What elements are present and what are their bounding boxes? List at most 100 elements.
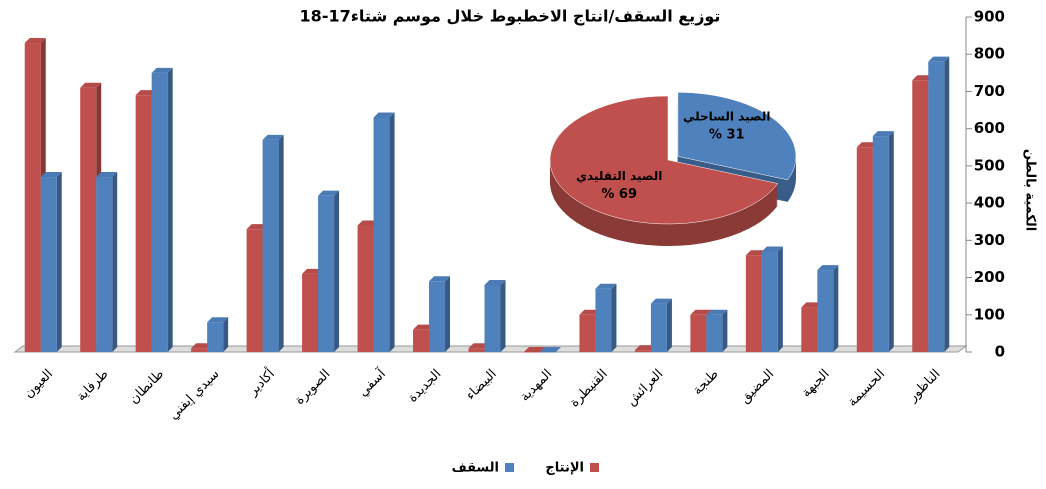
x-tick-label: آسفي [354, 364, 390, 400]
x-tick-label: سيدي إيفني [166, 367, 222, 423]
bar-side [112, 172, 118, 352]
bar [262, 139, 279, 352]
x-tick-label: الناظور [905, 367, 944, 406]
bar-side [389, 112, 395, 352]
bar-top [373, 112, 395, 118]
bar-side [833, 265, 839, 352]
y-tick-label: 800 [974, 45, 1005, 63]
bar [761, 251, 778, 352]
bar [690, 314, 707, 352]
bar [246, 229, 263, 352]
bar-top [151, 67, 173, 73]
x-tick-label: البيضاء [463, 367, 500, 404]
legend-label: السقف [452, 461, 499, 476]
bar [856, 147, 873, 352]
bar [151, 72, 168, 352]
bar-top [207, 317, 229, 323]
y-tick-label: 200 [974, 268, 1005, 286]
y-tick-label: 300 [974, 231, 1005, 249]
x-tick-label: أكادير [244, 365, 278, 399]
bar-top [191, 343, 213, 349]
x-tick-label: المضيق [737, 367, 777, 407]
bar [80, 87, 97, 352]
bar [801, 307, 818, 352]
bar [373, 117, 390, 352]
bar [207, 322, 224, 352]
legend-swatch [505, 463, 514, 472]
bar-side [888, 131, 894, 352]
bar-top [468, 343, 490, 349]
bar-top [801, 302, 823, 308]
bar-top [413, 324, 435, 330]
y-tick-label: 700 [974, 82, 1005, 100]
bar [484, 285, 501, 352]
bar-top [80, 82, 102, 88]
bar-side [666, 298, 672, 352]
bar-side [167, 67, 173, 352]
bar [539, 352, 556, 353]
bar [318, 195, 335, 352]
legend-label: الإنتاج [545, 461, 584, 476]
bar [595, 288, 612, 352]
bar-top [135, 90, 157, 96]
x-tick-label: الجديدة [405, 367, 444, 406]
pie-slice [549, 95, 779, 225]
bar-top [40, 172, 62, 178]
bar-side [56, 172, 62, 352]
bar [650, 303, 667, 352]
bar-side [777, 246, 783, 352]
bar [912, 80, 929, 353]
y-tick-label: 100 [974, 305, 1005, 323]
bar [40, 177, 57, 352]
chart-title: توزيع السقف/انتاج الاخطبوط خلال موسم شتا… [300, 7, 721, 26]
x-tick-label: الحسيمة [845, 367, 888, 410]
bar-top [650, 298, 672, 304]
bar-side [722, 309, 728, 352]
y-tick-label: 400 [974, 194, 1005, 212]
bar [429, 281, 446, 352]
pie-slice [677, 92, 797, 181]
x-tick-label: القنيطرة [567, 367, 611, 411]
pie-label: الصيد الساحلي [683, 109, 770, 123]
y-axis-label: الكمية بالطن [1023, 149, 1038, 231]
bar-top [928, 56, 950, 62]
bar [706, 314, 723, 352]
bar-top [690, 309, 712, 315]
bar [191, 348, 208, 352]
bar-top [706, 309, 728, 315]
bar-top [856, 142, 878, 148]
bar-top [595, 283, 617, 289]
x-tick-label: طرفاية [74, 367, 112, 405]
bar-top [246, 224, 268, 230]
bar [872, 136, 889, 352]
y-tick-label: 500 [974, 156, 1005, 174]
x-tick-label: طنجة [690, 367, 722, 399]
bar [135, 95, 152, 353]
bar [24, 43, 41, 353]
y-tick-label: 0 [995, 343, 1005, 361]
bar [817, 270, 834, 352]
bar-top [579, 309, 601, 315]
bar [468, 348, 485, 352]
pie-value-label: % 69 [601, 187, 637, 202]
bar-top [761, 246, 783, 252]
x-tick-label: طانطان [127, 367, 167, 407]
bar [634, 350, 651, 352]
bar-top [96, 172, 118, 178]
bar-top [318, 190, 340, 196]
bar-top [262, 134, 284, 140]
bar-top [302, 268, 324, 274]
bar-top [872, 131, 894, 137]
bar [357, 225, 374, 352]
x-tick-label: العيون [21, 367, 56, 402]
bar [928, 61, 945, 353]
bar-top [539, 347, 561, 352]
bar-top [912, 75, 934, 81]
bar-side [944, 56, 950, 353]
y-tick-label: 900 [974, 8, 1005, 26]
bar-top [24, 38, 46, 44]
bar-side [611, 283, 617, 352]
bar [745, 255, 762, 352]
bar [302, 273, 319, 352]
